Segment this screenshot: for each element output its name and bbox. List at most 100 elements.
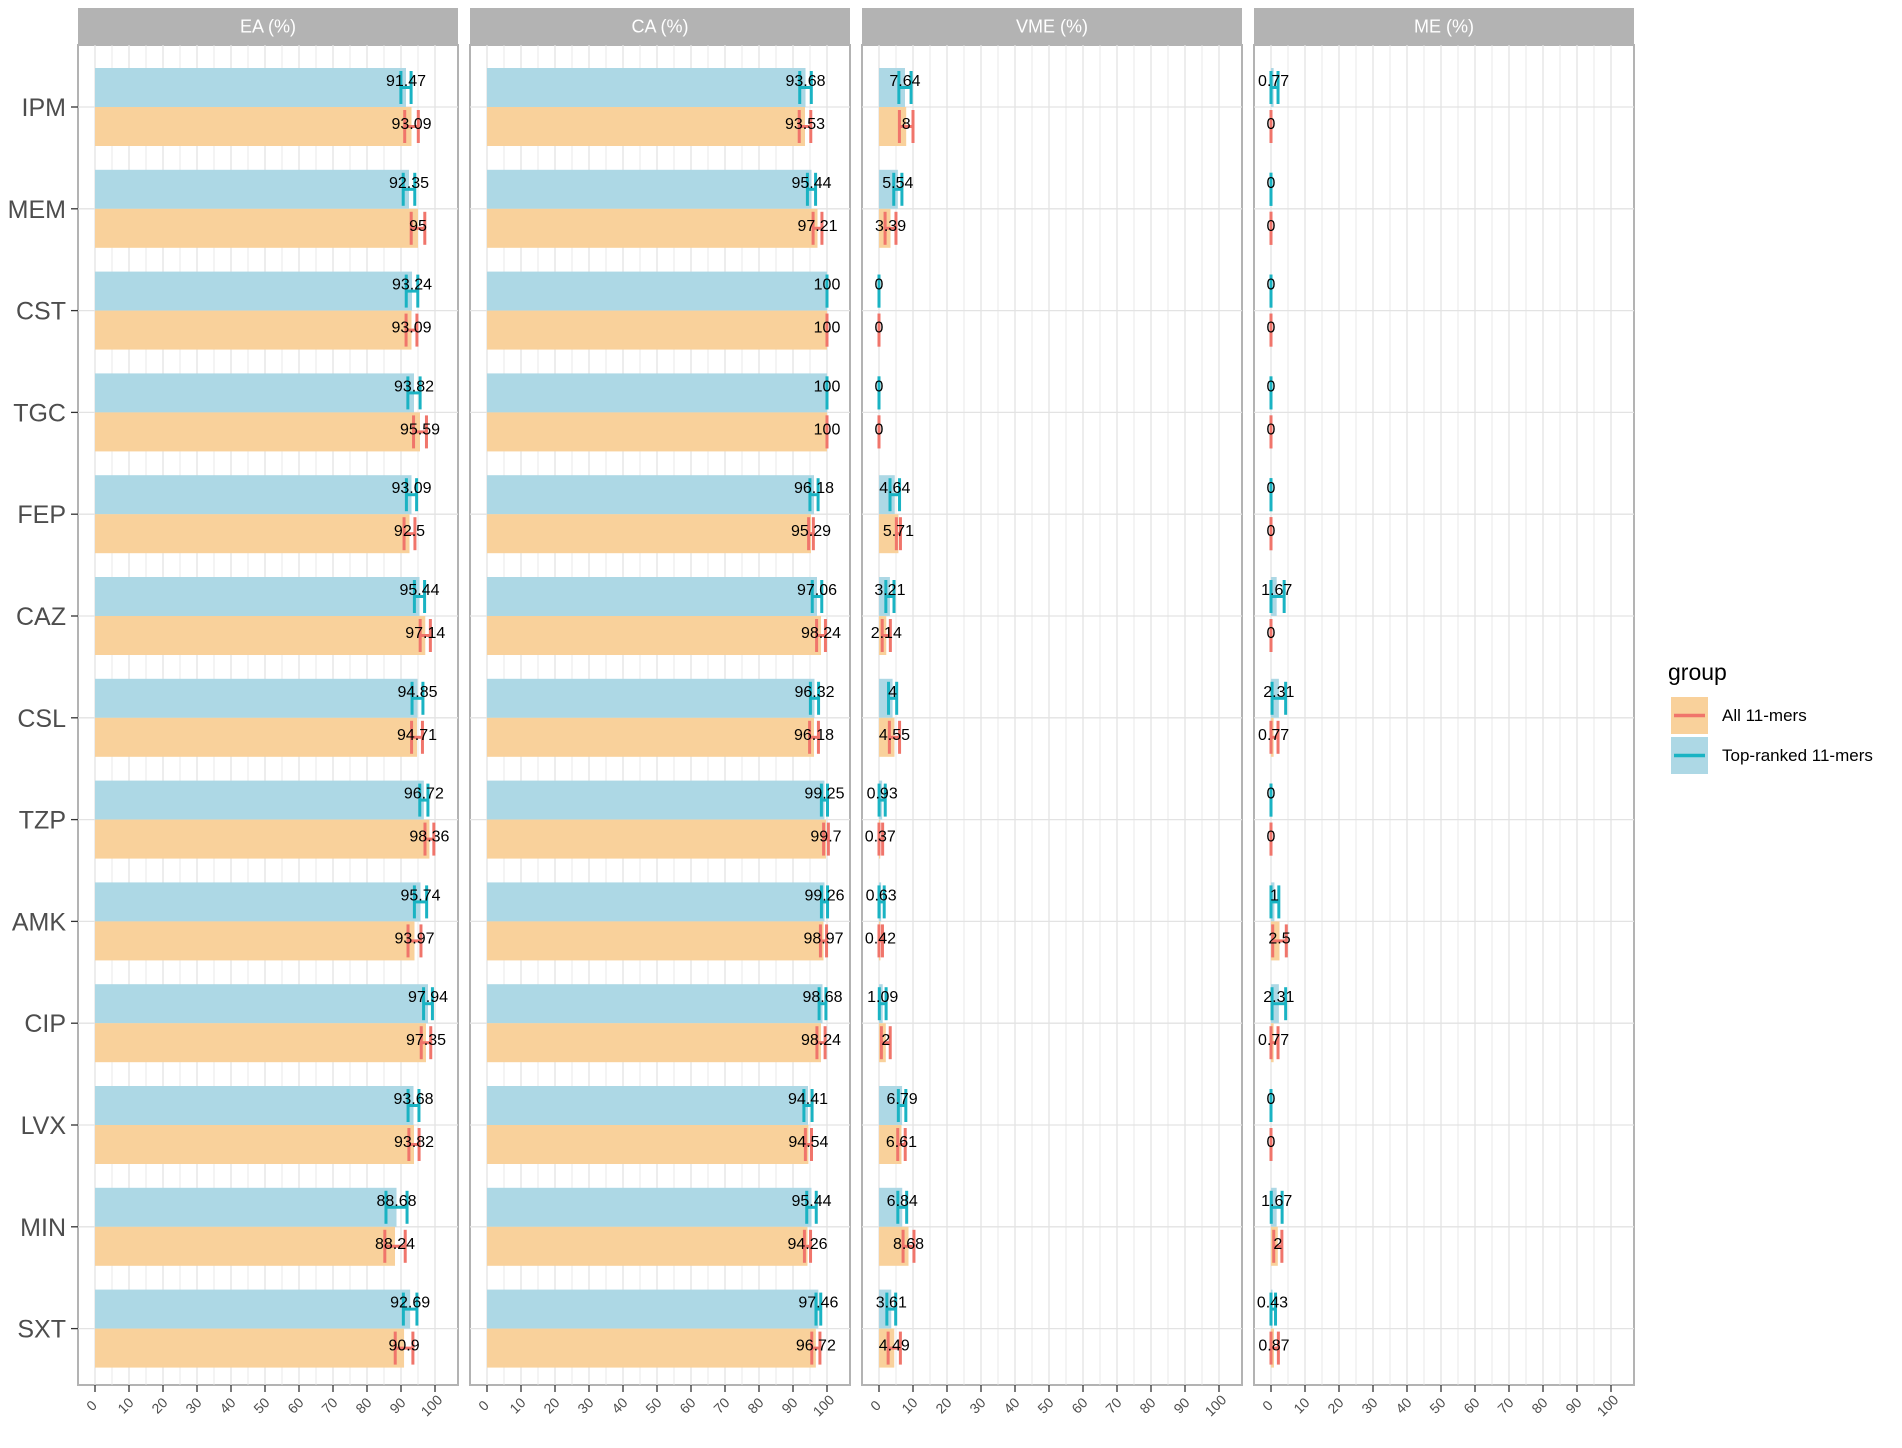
x-tick-label: 20 [932,1394,954,1416]
data-label: 0.93 [867,786,898,803]
data-label: 0 [1267,625,1276,642]
data-label: 0.63 [866,887,897,904]
x-tick-label: 90 [1170,1394,1192,1416]
bar [487,208,818,248]
bar [95,1289,411,1329]
data-label: 0 [1267,523,1276,540]
data-label: 95.59 [400,421,440,438]
category-label-csl: CSL [17,705,66,733]
data-label: 94.85 [397,684,437,701]
data-label: 6.61 [886,1134,917,1151]
data-label: 4.49 [879,1338,910,1355]
x-tick-label: 100 [810,1391,838,1419]
data-label: 0.77 [1258,73,1289,90]
bar [487,107,806,146]
data-label: 93.09 [391,320,431,337]
data-label: 1.67 [1261,1193,1292,1210]
x-tick-label: 40 [1000,1394,1022,1416]
data-label: 97.46 [798,1295,838,1312]
bar [487,984,823,1024]
bar [487,819,826,859]
data-label: 0.77 [1258,727,1289,744]
bar [879,1086,903,1125]
bar [95,1125,414,1164]
data-label: 96.72 [404,786,444,803]
data-label: 88.68 [376,1193,416,1210]
data-label: 98.68 [802,989,842,1006]
data-label: 96.18 [794,480,834,497]
data-label: 8.68 [893,1236,924,1253]
data-label: 1.67 [1261,582,1292,599]
category-label-lvx: LVX [21,1112,67,1140]
x-tick-label: 0 [867,1397,884,1414]
data-label: 1.09 [867,989,898,1006]
data-label: 98.24 [801,625,841,642]
data-label: 93.68 [393,1091,433,1108]
x-tick-label: 90 [778,1394,800,1416]
data-label: 2.31 [1263,684,1294,701]
data-label: 8 [902,116,911,133]
data-label: 97.35 [406,1032,446,1049]
data-label: 0.87 [1258,1338,1289,1355]
x-tick-label: 70 [710,1394,732,1416]
x-tick-label: 10 [506,1394,528,1416]
bar [95,1328,405,1368]
data-label: 94.41 [788,1091,828,1108]
data-label: 2.14 [871,625,902,642]
bar [487,475,815,515]
data-label: 88.24 [375,1236,415,1253]
bar [487,1328,816,1368]
x-tick-label: 20 [540,1394,562,1416]
data-label: 0.43 [1257,1295,1288,1312]
bar [487,310,827,350]
x-tick-label: 80 [352,1394,374,1416]
bar [487,271,827,311]
data-label: 93.53 [785,116,825,133]
bar [95,921,415,961]
data-label: 99.7 [810,829,841,846]
data-label: 0 [1267,786,1276,803]
x-tick-label: 80 [1528,1394,1550,1416]
data-label: 0 [1267,421,1276,438]
bar [95,169,409,209]
x-tick-label: 40 [216,1394,238,1416]
x-tick-label: 100 [1594,1391,1622,1419]
panel-strip [1254,8,1634,45]
bar [487,717,815,757]
category-label-cst: CST [16,298,66,326]
bar [95,310,412,350]
data-label: 95.44 [791,1193,831,1210]
panel-strip [78,8,458,45]
data-label: 6.84 [887,1193,918,1210]
x-tick-label: 0 [475,1397,492,1414]
category-label-cip: CIP [24,1010,66,1038]
x-tick-label: 60 [284,1394,306,1416]
bar [95,412,421,452]
data-label: 91.47 [386,73,426,90]
bar [487,68,806,107]
data-label: 99.26 [804,887,844,904]
data-label: 93.68 [785,73,825,90]
data-label: 93.82 [394,378,434,395]
x-tick-label: 100 [418,1391,446,1419]
category-label-ipm: IPM [22,94,66,122]
bar [95,373,414,413]
data-label: 100 [814,277,841,294]
data-label: 0 [1267,277,1276,294]
x-tick-label: 90 [1562,1394,1584,1416]
data-label: 0.77 [1258,1032,1289,1049]
data-label: 4.64 [879,480,910,497]
category-label-sxt: SXT [17,1316,66,1344]
bar [95,577,420,616]
data-label: 95.44 [399,582,439,599]
x-tick-label: 70 [318,1394,340,1416]
data-label: 94.26 [787,1236,827,1253]
x-tick-label: 10 [114,1394,136,1416]
bar [487,1226,808,1266]
bar [487,616,822,655]
bar [95,208,418,248]
bar [95,514,410,554]
bar [487,1125,809,1164]
bar [879,514,899,554]
bar [487,577,818,616]
